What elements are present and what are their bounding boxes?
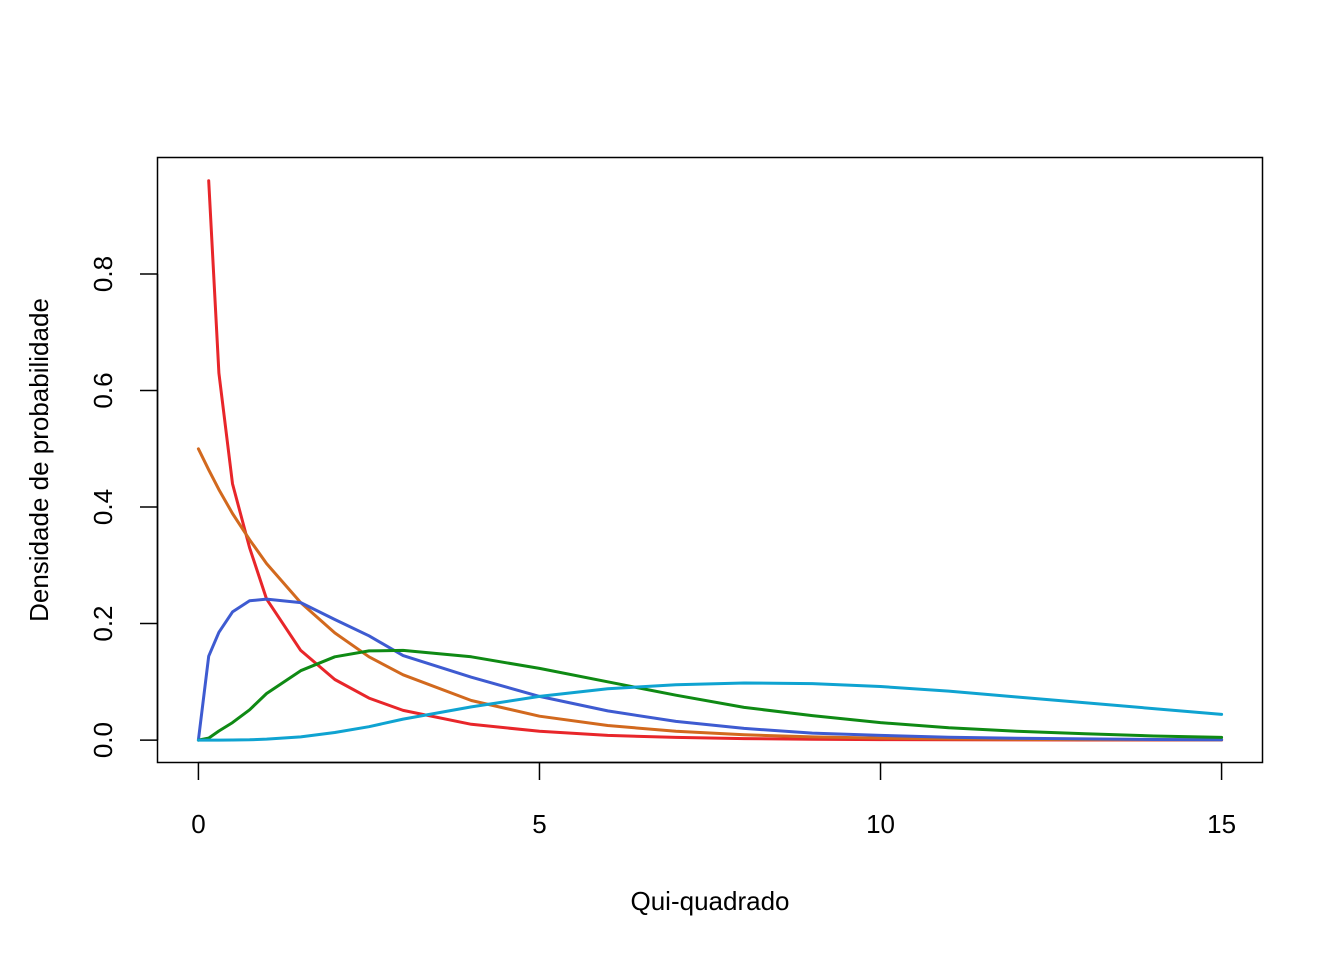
y-axis-label: Densidade de probabilidade [24, 298, 54, 622]
y-tick-label: 0.4 [88, 489, 118, 525]
y-tick-label: 0.8 [88, 256, 118, 292]
x-tick-label: 5 [532, 809, 546, 839]
x-tick-label: 10 [866, 809, 895, 839]
plot-frame [156, 156, 1264, 764]
x-tick-label: 15 [1207, 809, 1236, 839]
series-line-5 [196, 681, 1224, 742]
series-line-4 [196, 648, 1224, 742]
x-tick-label: 0 [191, 809, 205, 839]
x-axis-label: Qui-quadrado [631, 886, 790, 916]
y-tick-label: 0.2 [88, 605, 118, 641]
plot-area [196, 179, 1224, 742]
y-tick-label: 0.0 [88, 722, 118, 758]
y-tick-label: 0.6 [88, 372, 118, 408]
series-line-3 [196, 597, 1224, 742]
